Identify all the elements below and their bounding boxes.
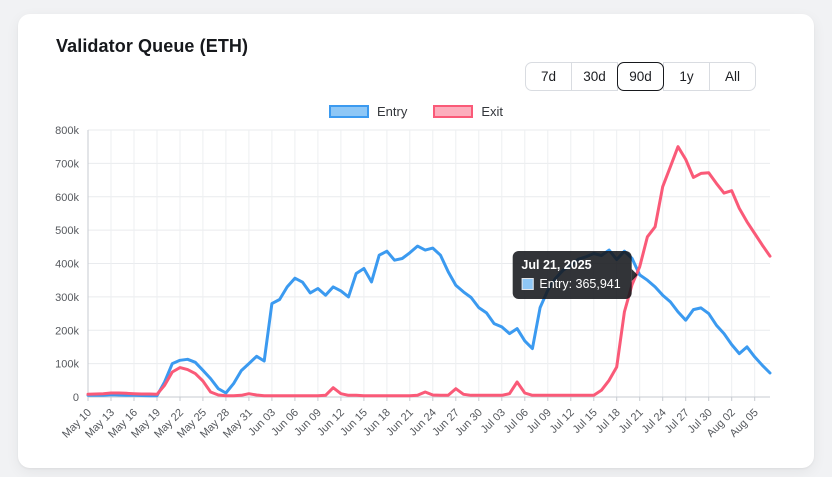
- time-range-selector: 7d 30d 90d 1y All: [525, 62, 756, 91]
- svg-text:200k: 200k: [55, 325, 79, 337]
- svg-text:Jul 03: Jul 03: [479, 407, 508, 436]
- legend-label: Exit: [481, 104, 503, 119]
- chart-title: Validator Queue (ETH): [56, 36, 249, 56]
- svg-text:800k: 800k: [55, 125, 79, 137]
- chart-card: Validator Queue (ETH) 7d 30d 90d 1y All Entr…: [18, 14, 814, 468]
- svg-text:400k: 400k: [55, 259, 79, 271]
- svg-text:0: 0: [73, 392, 79, 404]
- svg-text:Jul 21: Jul 21: [617, 407, 646, 436]
- legend-swatch-icon: [328, 105, 369, 118]
- chart-legend: Entry Exit: [18, 104, 814, 119]
- svg-text:100k: 100k: [55, 359, 79, 371]
- svg-text:Jul 09: Jul 09: [525, 407, 554, 436]
- range-button-90d[interactable]: 90d: [617, 62, 664, 91]
- svg-text:600k: 600k: [55, 192, 79, 204]
- legend-swatch-icon: [433, 105, 474, 118]
- svg-text:Jul 18: Jul 18: [594, 407, 623, 436]
- svg-text:Jul 12: Jul 12: [548, 407, 577, 436]
- svg-text:Jul 15: Jul 15: [571, 407, 600, 436]
- legend-label: Entry: [376, 104, 408, 119]
- legend-item-exit[interactable]: Exit: [433, 104, 503, 119]
- svg-text:500k: 500k: [55, 225, 79, 237]
- svg-text:Jul 27: Jul 27: [663, 407, 692, 436]
- legend-item-entry[interactable]: Entry: [328, 104, 408, 119]
- svg-text:300k: 300k: [55, 292, 79, 304]
- svg-text:700k: 700k: [55, 158, 79, 170]
- svg-text:Jul 24: Jul 24: [640, 407, 669, 436]
- range-button-all[interactable]: All: [709, 62, 756, 91]
- svg-text:Jul 06: Jul 06: [502, 407, 531, 436]
